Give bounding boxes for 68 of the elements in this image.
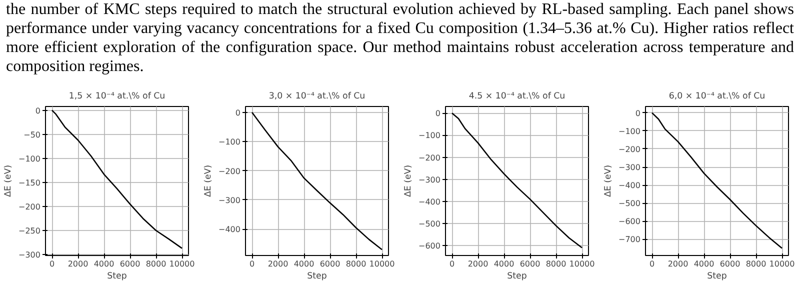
y-tick-label: −50 bbox=[24, 130, 41, 140]
line-series bbox=[51, 110, 183, 249]
y-tick-label: −100 bbox=[418, 131, 441, 140]
y-tick-label: 0 bbox=[635, 108, 641, 118]
x-tick-label: 8000 bbox=[746, 260, 766, 268]
y-axis-title: ΔE (eV) bbox=[404, 164, 414, 198]
y-tick-label: −700 bbox=[618, 235, 641, 244]
y-tick-label: −500 bbox=[418, 219, 441, 228]
y-tick-label: −500 bbox=[618, 199, 641, 208]
x-tick-label: 8000 bbox=[346, 260, 366, 268]
y-tick-label: −400 bbox=[418, 197, 441, 206]
y-tick-label: −200 bbox=[218, 166, 241, 176]
x-axis-title: Step bbox=[707, 272, 728, 282]
y-tick-label: 0 bbox=[35, 106, 41, 116]
x-tick-label: 4000 bbox=[294, 260, 314, 268]
y-tick-label: −200 bbox=[418, 153, 441, 162]
y-axis-title: ΔE (eV) bbox=[604, 164, 614, 198]
line-series bbox=[451, 112, 583, 248]
x-axis-title: Step bbox=[307, 272, 328, 282]
x-tick-label: 4000 bbox=[494, 260, 514, 268]
y-tick-label: −400 bbox=[218, 225, 241, 234]
chart-title: 6,0 × 10⁻⁴ at.\% of Cu bbox=[668, 92, 766, 102]
chart-title: 3,0 × 10⁻⁴ at.\% of Cu bbox=[268, 92, 366, 102]
y-tick-label: −600 bbox=[418, 242, 441, 251]
y-tick-label: −200 bbox=[18, 202, 41, 212]
line-series bbox=[651, 112, 783, 249]
x-tick-label: 4000 bbox=[694, 260, 714, 268]
x-tick-label: 8000 bbox=[146, 260, 166, 268]
y-tick-label: −300 bbox=[618, 163, 641, 172]
line-series bbox=[251, 112, 383, 250]
x-tick-label: 0 bbox=[449, 260, 455, 268]
y-axis-title: ΔE (eV) bbox=[204, 164, 214, 198]
x-tick-label: 8000 bbox=[546, 260, 566, 268]
text: the number of KMC steps required to match the structural evolution achieved by RL-based sampling. Each panel shows performance under varying vacancy concentrations for a fixed Cu composition (1.34–5.36 at.% Cu). Higher ratios reflect more efficient exploration of the configuration space. Our method maintains robust acceleration across temperature and composition regimes. bbox=[6, 0, 794, 76]
y-tick-label: −100 bbox=[618, 126, 641, 136]
y-tick-label: −100 bbox=[218, 138, 241, 147]
x-tick-label: 6000 bbox=[320, 260, 340, 268]
y-tick-label: −100 bbox=[18, 154, 41, 164]
y-tick-label: −150 bbox=[18, 178, 41, 188]
y-tick-label: −300 bbox=[418, 175, 441, 184]
y-tick-label: 0 bbox=[235, 108, 241, 118]
x-axis-title: Step bbox=[507, 272, 528, 282]
y-tick-label: −300 bbox=[18, 250, 41, 260]
x-tick-label: 4000 bbox=[94, 260, 114, 268]
x-tick-label: 2000 bbox=[68, 260, 88, 268]
x-tick-label: 10000 bbox=[769, 260, 795, 268]
y-tick-label: −400 bbox=[618, 181, 641, 190]
chart-title: 1,5 × 10⁻⁴ at.\% of Cu bbox=[68, 92, 166, 102]
x-axis-title: Step bbox=[107, 272, 128, 282]
x-tick-label: 2000 bbox=[468, 260, 488, 268]
y-tick-label: −200 bbox=[618, 144, 641, 154]
y-tick-label: 0 bbox=[435, 109, 441, 118]
y-tick-label: −250 bbox=[18, 226, 41, 236]
x-tick-label: 2000 bbox=[268, 260, 288, 268]
chart-title: 4.5 × 10⁻⁴ at.\% of Cu bbox=[468, 92, 566, 102]
y-tick-label: −300 bbox=[218, 196, 241, 205]
x-tick-label: 0 bbox=[49, 260, 55, 268]
x-tick-label: 10000 bbox=[169, 260, 195, 268]
y-axis-title: ΔE (eV) bbox=[4, 164, 14, 198]
y-tick-label: −600 bbox=[618, 217, 641, 226]
x-tick-label: 0 bbox=[249, 260, 255, 268]
x-tick-label: 10000 bbox=[569, 260, 595, 268]
x-tick-label: 6000 bbox=[520, 260, 540, 268]
x-tick-label: 0 bbox=[649, 260, 655, 268]
x-tick-label: 6000 bbox=[120, 260, 140, 268]
x-tick-label: 6000 bbox=[720, 260, 740, 268]
x-tick-label: 2000 bbox=[668, 260, 688, 268]
x-tick-label: 10000 bbox=[369, 260, 395, 268]
